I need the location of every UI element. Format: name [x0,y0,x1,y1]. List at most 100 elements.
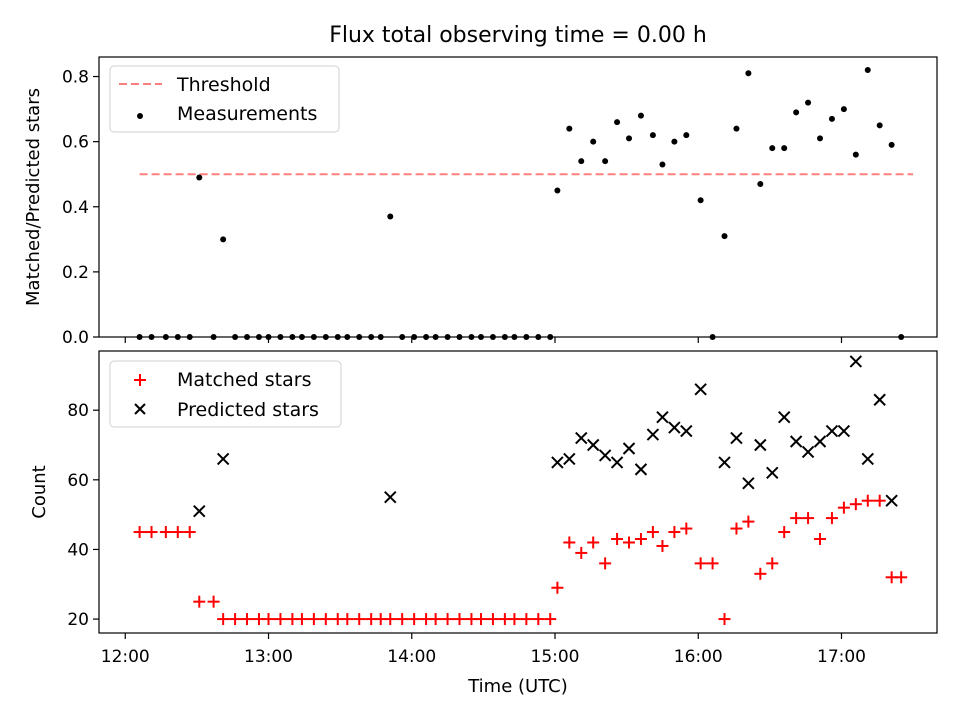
matched-point [408,613,421,626]
measurement-point [626,135,633,142]
x-tick-label: 13:00 [244,647,293,667]
matched-point [742,515,755,528]
matched-point [319,613,332,626]
predicted-point [766,466,779,480]
measurement-point [888,141,895,148]
top-x-ticks [124,337,843,343]
measurement-point [757,180,764,187]
matched-point [341,613,354,626]
predicted-point [668,421,681,434]
top-y-tick-label: 0.8 [62,68,89,88]
predicted-point [384,491,397,504]
predicted-point [563,452,576,466]
predicted-point [861,452,874,466]
predicted-point [754,438,767,452]
predicted-point [694,383,707,396]
matched-point [646,526,659,539]
predicted-point [586,438,600,452]
matched-point [133,526,146,539]
measurement-point [590,138,597,145]
top-legend: Threshold Measurements [109,65,340,133]
matched-point [441,613,454,626]
legend-measurements-label: Measurements [177,103,317,125]
bottom-y-tick-label: 40 [67,540,89,560]
measurement-point [745,70,752,77]
bottom-y-axis-label: Count [29,465,50,518]
matched-point [544,613,557,626]
measurement-point [637,112,644,119]
legend-predicted-swatch [134,403,146,415]
matched-point [159,526,172,539]
predicted-point [730,431,743,445]
measurement-point [649,132,656,139]
matched-point [814,533,827,545]
matched-point [634,533,647,545]
predicted-point [216,452,230,466]
matched-point [706,557,719,570]
matched-point [171,526,184,539]
top-y-axis-label: Matched/Predicted stars [23,88,44,306]
x-tick-label: 17:00 [817,647,866,667]
measurement-point [769,145,776,152]
measurement-point [683,132,690,139]
measurement-point [793,109,800,116]
x-tick-label: 12:00 [101,647,150,667]
bottom-legend: Matched stars Predicted stars [109,360,342,428]
x-tick-label: 15:00 [531,647,580,667]
predicted-point [885,494,898,507]
matched-point [295,613,308,626]
measurement-point [721,233,728,240]
matched-point [766,557,779,570]
matched-point [145,526,158,539]
matched-point [183,526,196,539]
predicted-point [777,410,791,424]
matched-point [274,613,287,626]
top-y-tick-label: 0.0 [62,328,89,348]
predicted-point [575,431,588,445]
predicted-point [825,424,839,438]
top-y-ticks: 0.0 0.2 0.4 0.6 0.8 [62,68,99,348]
predicted-point [789,435,803,448]
legend-predicted-label: Predicted stars [177,399,319,421]
measurement-point [697,197,704,204]
predicted-point [849,355,863,368]
measurement-point [220,236,227,243]
matched-point [718,613,731,626]
measurement-point [864,67,871,74]
matched-point [778,526,791,539]
matched-point [474,613,487,626]
matched-point [207,595,220,608]
matched-point [587,536,600,549]
chart-title: Flux total observing time = 0.00 h [329,23,707,48]
matched-point [873,494,886,507]
matched-point [680,522,693,535]
matched-point [575,546,588,559]
measurement-point [196,174,203,181]
matched-point [551,581,564,594]
bottom-y-tick-label: 20 [67,610,89,630]
bottom-y-ticks: 20 40 60 80 [67,401,99,630]
matched-point [668,526,681,539]
predicted-point [634,463,648,476]
bottom-legend-box [109,360,342,428]
predicted-point [656,410,669,424]
matched-point [694,557,707,570]
matched-point [611,533,624,545]
measurement-point [566,125,573,132]
measurement-point [659,161,666,168]
legend-threshold-label: Threshold [176,74,271,96]
top-y-tick-label: 0.2 [62,263,89,283]
matched-point [241,613,254,626]
matched-point [623,536,636,549]
predicted-point [742,477,755,490]
predicted-point [193,504,206,518]
top-y-tick-label: 0.4 [62,198,89,218]
matched-point [802,512,815,525]
bottom-y-tick-label: 60 [67,471,89,491]
measurement-point [805,99,812,106]
predicted-point [610,456,624,469]
matched-point [825,512,838,525]
top-y-tick-label: 0.6 [62,133,89,153]
